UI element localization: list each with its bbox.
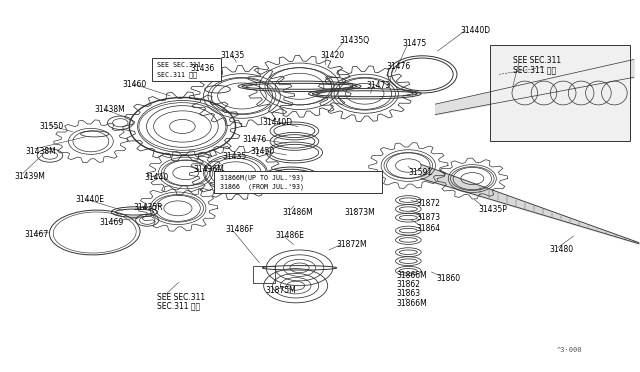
Text: SEC.311 参照: SEC.311 参照 — [157, 71, 197, 78]
Text: 31438M: 31438M — [95, 105, 125, 114]
Text: 31435: 31435 — [221, 51, 245, 60]
Text: 31486M: 31486M — [282, 208, 313, 217]
Text: 31440E: 31440E — [76, 195, 104, 203]
Text: 31873: 31873 — [417, 213, 441, 222]
Bar — [490, 45, 630, 141]
Text: SEE SEC.311: SEE SEC.311 — [513, 56, 561, 65]
Text: 31467: 31467 — [24, 230, 49, 239]
Text: 31435Q: 31435Q — [339, 36, 369, 45]
Text: 31550: 31550 — [40, 122, 64, 131]
Text: 31435R: 31435R — [133, 203, 163, 212]
Bar — [152, 58, 221, 81]
Text: 31440D: 31440D — [461, 26, 491, 35]
Text: 31486E: 31486E — [275, 231, 304, 240]
Text: 31872M: 31872M — [336, 240, 367, 249]
Text: 31591: 31591 — [408, 169, 433, 177]
Text: 31435P: 31435P — [479, 205, 508, 214]
Text: 31473: 31473 — [367, 81, 391, 90]
Text: 31875M: 31875M — [266, 286, 296, 295]
Text: 31866M: 31866M — [397, 271, 428, 280]
Text: 31436M: 31436M — [193, 165, 224, 174]
Text: 31436: 31436 — [190, 64, 214, 73]
Text: 31863: 31863 — [397, 289, 421, 298]
Text: 31438M: 31438M — [26, 147, 56, 156]
Text: 31860: 31860 — [436, 274, 461, 283]
Bar — [214, 171, 382, 193]
Text: 31486F: 31486F — [225, 225, 254, 234]
Text: SEE SEC.311: SEE SEC.311 — [157, 293, 205, 302]
Text: 31439M: 31439M — [14, 172, 45, 181]
Text: 31476: 31476 — [242, 135, 266, 144]
Text: 31862: 31862 — [397, 280, 421, 289]
Text: 31475: 31475 — [402, 39, 426, 48]
Text: SEE SEC.311: SEE SEC.311 — [157, 62, 201, 68]
Text: 31866M: 31866M — [397, 299, 428, 308]
Text: ^3·000: ^3·000 — [557, 347, 582, 353]
Text: SEC.311 参照: SEC.311 参照 — [157, 301, 200, 310]
Text: 31866  (FROM JUL.'93): 31866 (FROM JUL.'93) — [220, 183, 303, 190]
Text: 31420: 31420 — [320, 51, 344, 60]
Text: 31476: 31476 — [387, 62, 411, 71]
Text: 31873M: 31873M — [344, 208, 375, 217]
Text: 31872: 31872 — [417, 199, 440, 208]
Text: 31469: 31469 — [99, 218, 124, 227]
Text: 31440D: 31440D — [262, 118, 292, 126]
Text: SEC.311 参照: SEC.311 参照 — [513, 65, 556, 74]
Text: 31864: 31864 — [417, 224, 441, 233]
Text: 31460: 31460 — [123, 80, 147, 89]
Text: 31435: 31435 — [223, 152, 247, 161]
Text: 31866M(UP TO JUL.'93): 31866M(UP TO JUL.'93) — [220, 175, 303, 181]
Text: 31440: 31440 — [144, 173, 168, 182]
Text: 31450: 31450 — [251, 147, 275, 156]
Text: 31480: 31480 — [549, 246, 573, 254]
